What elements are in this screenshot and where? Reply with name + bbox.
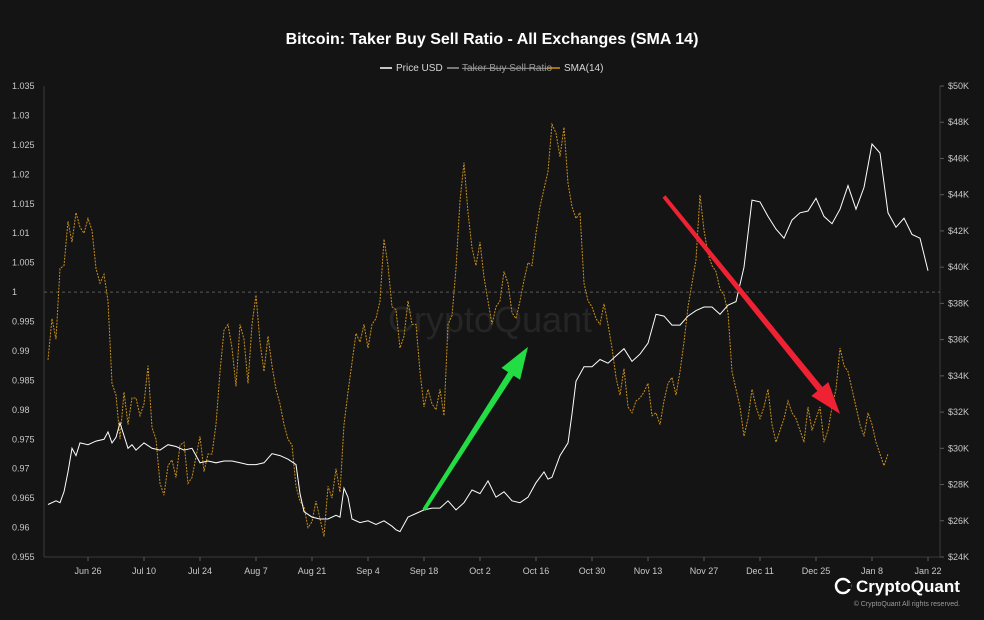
y-right-tick-label: $26K bbox=[948, 516, 969, 526]
series-line-price bbox=[47, 142, 929, 533]
y-right-tick-label: $28K bbox=[948, 480, 969, 490]
brand-name: CryptoQuant bbox=[856, 577, 960, 596]
y-left-tick-label: 0.965 bbox=[12, 493, 35, 503]
x-tick-label: Oct 30 bbox=[579, 566, 606, 576]
y-right-tick-label: $46K bbox=[948, 153, 969, 163]
watermark: CryptoQuant bbox=[388, 299, 592, 340]
y-right-tick-label: $30K bbox=[948, 443, 969, 453]
y-right-ticks: $50K $48K $46K $44K $42K $40K $38K $36K $34K $32K… bbox=[940, 81, 969, 562]
y-left-tick-label: 1 bbox=[12, 287, 17, 297]
y-right-tick-label: $40K bbox=[948, 262, 969, 272]
y-left-tick-label: 0.96 bbox=[12, 523, 30, 533]
y-left-tick-label: 0.955 bbox=[12, 552, 35, 562]
y-right-tick-label: $44K bbox=[948, 190, 969, 200]
legend-sma-label[interactable]: SMA(14) bbox=[564, 63, 603, 74]
y-left-tick-label: 0.975 bbox=[12, 434, 35, 444]
copyright: © CryptoQuant All rights reserved. bbox=[854, 600, 960, 608]
x-tick-label: Jul 10 bbox=[132, 566, 156, 576]
x-tick-label: Jan 8 bbox=[861, 566, 883, 576]
x-tick-label: Sep 4 bbox=[356, 566, 380, 576]
y-left-tick-label: 0.97 bbox=[12, 464, 30, 474]
y-right-tick-label: $24K bbox=[948, 552, 969, 562]
y-left-tick-label: 0.98 bbox=[12, 405, 30, 415]
green-up-arrow bbox=[422, 346, 528, 511]
x-tick-label: Oct 2 bbox=[469, 566, 491, 576]
y-left-tick-label: 1.015 bbox=[12, 199, 35, 209]
brand-logo-cut bbox=[843, 583, 851, 589]
y-right-tick-label: $48K bbox=[948, 117, 969, 127]
y-right-tick-label: $34K bbox=[948, 371, 969, 381]
x-tick-label: Aug 21 bbox=[298, 566, 327, 576]
x-tick-label: Jan 22 bbox=[914, 566, 941, 576]
x-tick-label: Oct 16 bbox=[523, 566, 550, 576]
x-tick-label: Jul 24 bbox=[188, 566, 212, 576]
y-left-tick-label: 0.995 bbox=[12, 317, 35, 327]
series-line-sma bbox=[47, 122, 889, 537]
y-right-tick-label: $42K bbox=[948, 226, 969, 236]
y-right-tick-label: $32K bbox=[948, 407, 969, 417]
y-left-tick-label: 1.025 bbox=[12, 140, 35, 150]
y-left-tick-label: 1.02 bbox=[12, 169, 30, 179]
y-left-tick-label: 1.03 bbox=[12, 110, 30, 120]
y-left-tick-label: 0.985 bbox=[12, 375, 35, 385]
y-left-tick-label: 1.005 bbox=[12, 258, 35, 268]
x-tick-label: Dec 25 bbox=[802, 566, 831, 576]
x-tick-label: Aug 7 bbox=[244, 566, 268, 576]
x-ticks: Jun 26 Jul 10 Jul 24 Aug 7 Aug 21 Sep 4 Sep 18… bbox=[74, 557, 942, 576]
legend-price-label[interactable]: Price USD bbox=[396, 63, 443, 74]
y-right-tick-label: $50K bbox=[948, 81, 969, 91]
x-tick-label: Nov 27 bbox=[690, 566, 719, 576]
y-left-ticks: 1.035 1.03 1.025 1.02 1.015 1.01 1.005 1 0.995 0.… bbox=[12, 81, 35, 562]
x-tick-label: Nov 13 bbox=[634, 566, 663, 576]
x-tick-label: Sep 18 bbox=[410, 566, 439, 576]
legend-ratio-label[interactable]: Taker Buy Sell Ratio bbox=[462, 63, 552, 74]
y-right-tick-label: $38K bbox=[948, 298, 969, 308]
red-down-arrow bbox=[662, 195, 840, 414]
y-right-tick-label: $36K bbox=[948, 335, 969, 345]
chart-title: Bitcoin: Taker Buy Sell Ratio - All Exch… bbox=[286, 31, 699, 48]
y-left-tick-label: 1.01 bbox=[12, 228, 30, 238]
y-left-tick-label: 0.99 bbox=[12, 346, 30, 356]
x-tick-label: Dec 11 bbox=[746, 566, 774, 576]
x-tick-label: Jun 26 bbox=[74, 566, 101, 576]
annotations bbox=[422, 195, 840, 511]
legend: Price USD Taker Buy Sell Ratio SMA(14) bbox=[380, 63, 603, 74]
brand-logo: CryptoQuant bbox=[834, 577, 960, 596]
y-left-tick-label: 1.035 bbox=[12, 81, 35, 91]
